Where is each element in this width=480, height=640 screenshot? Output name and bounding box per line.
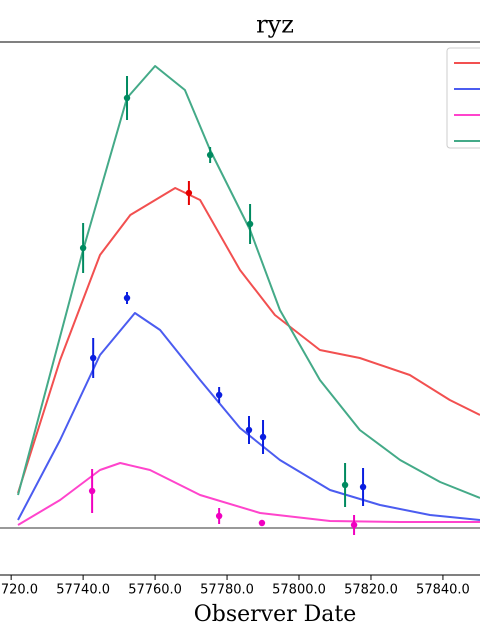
legend-box	[446, 47, 480, 149]
x-tick-label: 57740.0	[56, 583, 110, 598]
data-point	[89, 354, 97, 362]
data-point	[123, 94, 131, 102]
x-tick-label: 57760.0	[128, 583, 182, 598]
x-tick-label: 57820.0	[344, 583, 398, 598]
x-tick-label: 57800.0	[272, 583, 326, 598]
data-point	[215, 512, 223, 520]
data-point	[206, 151, 214, 159]
x-tick-label: 57780.0	[200, 583, 254, 598]
x-tick-label: 57840.0	[416, 583, 470, 598]
data-point	[246, 220, 254, 228]
data-point	[245, 426, 253, 434]
chart-title: ryz	[256, 11, 294, 39]
model-curve	[17, 462, 480, 526]
model-curve	[17, 187, 480, 494]
data-point	[88, 487, 96, 495]
data-point	[341, 481, 349, 489]
data-point	[185, 189, 193, 197]
data-point	[123, 294, 131, 302]
x-tick-label: 57720.0	[0, 583, 38, 598]
data-point	[350, 521, 358, 529]
data-point	[215, 391, 223, 399]
data-point	[359, 483, 367, 491]
data-point	[79, 244, 87, 252]
x-axis-label: Observer Date	[194, 602, 357, 627]
data-point	[259, 433, 267, 441]
data-point	[258, 519, 266, 527]
